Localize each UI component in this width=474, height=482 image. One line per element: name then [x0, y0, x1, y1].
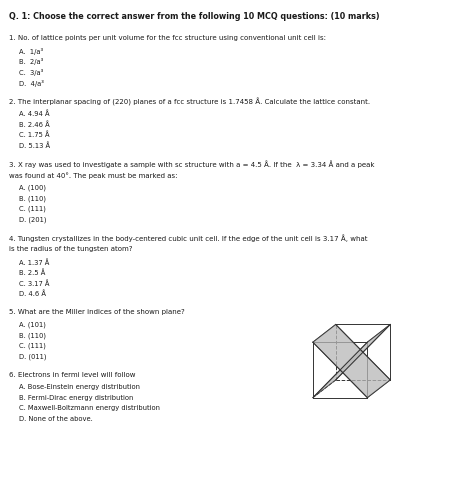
Text: B. 2.5 Å: B. 2.5 Å: [19, 269, 46, 276]
Text: A.  1/a³: A. 1/a³: [19, 48, 43, 55]
Text: B. Fermi-Dirac energy distribution: B. Fermi-Dirac energy distribution: [19, 395, 133, 401]
Text: was found at 40°. The peak must be marked as:: was found at 40°. The peak must be marke…: [9, 172, 178, 179]
Text: 2. The interplanar spacing of (220) planes of a fcc structure is 1.7458 Å. Calcu: 2. The interplanar spacing of (220) plan…: [9, 98, 371, 106]
Text: is the radius of the tungsten atom?: is the radius of the tungsten atom?: [9, 246, 133, 252]
Text: B. (110): B. (110): [19, 195, 46, 201]
Text: D. 5.13 Å: D. 5.13 Å: [19, 142, 50, 149]
Text: D. (201): D. (201): [19, 216, 46, 223]
Text: 4. Tungsten crystallizes in the body-centered cubic unit cell. If the edge of th: 4. Tungsten crystallizes in the body-cen…: [9, 235, 368, 242]
Text: 3. X ray was used to investigate a sample with sc structure with a = 4.5 Å. If t: 3. X ray was used to investigate a sampl…: [9, 161, 375, 168]
Text: B.  2/a³: B. 2/a³: [19, 58, 43, 66]
Text: A. 4.94 Å: A. 4.94 Å: [19, 110, 50, 117]
Text: A. 1.37 Å: A. 1.37 Å: [19, 259, 49, 266]
Polygon shape: [313, 324, 390, 398]
Text: 5. What are the Miller indices of the shown plane?: 5. What are the Miller indices of the sh…: [9, 309, 185, 315]
Text: B. 2.46 Å: B. 2.46 Å: [19, 121, 50, 128]
Text: C. 3.17 Å: C. 3.17 Å: [19, 280, 49, 287]
Polygon shape: [313, 324, 390, 398]
Text: D. None of the above.: D. None of the above.: [19, 416, 93, 422]
Text: A. (101): A. (101): [19, 321, 46, 328]
Text: D. 4.6 Å: D. 4.6 Å: [19, 291, 46, 297]
Text: D.  4/a³: D. 4/a³: [19, 80, 44, 87]
Text: D. (011): D. (011): [19, 353, 46, 360]
Text: 6. Electrons in fermi level will follow: 6. Electrons in fermi level will follow: [9, 372, 136, 377]
Text: C. 1.75 Å: C. 1.75 Å: [19, 132, 50, 138]
Text: 1. No. of lattice points per unit volume for the fcc structure using conventiona: 1. No. of lattice points per unit volume…: [9, 35, 327, 41]
Text: C. (111): C. (111): [19, 343, 46, 349]
Text: C. (111): C. (111): [19, 206, 46, 212]
Text: C.  3/a³: C. 3/a³: [19, 69, 43, 76]
Text: Q. 1: Choose the correct answer from the following 10 MCQ questions: (10 marks): Q. 1: Choose the correct answer from the…: [9, 12, 380, 21]
Text: A. (100): A. (100): [19, 185, 46, 191]
Text: C. Maxwell-Boltzmann energy distribution: C. Maxwell-Boltzmann energy distribution: [19, 405, 160, 411]
Text: A. Bose-Einstein energy distribution: A. Bose-Einstein energy distribution: [19, 384, 140, 390]
Text: B. (110): B. (110): [19, 332, 46, 338]
